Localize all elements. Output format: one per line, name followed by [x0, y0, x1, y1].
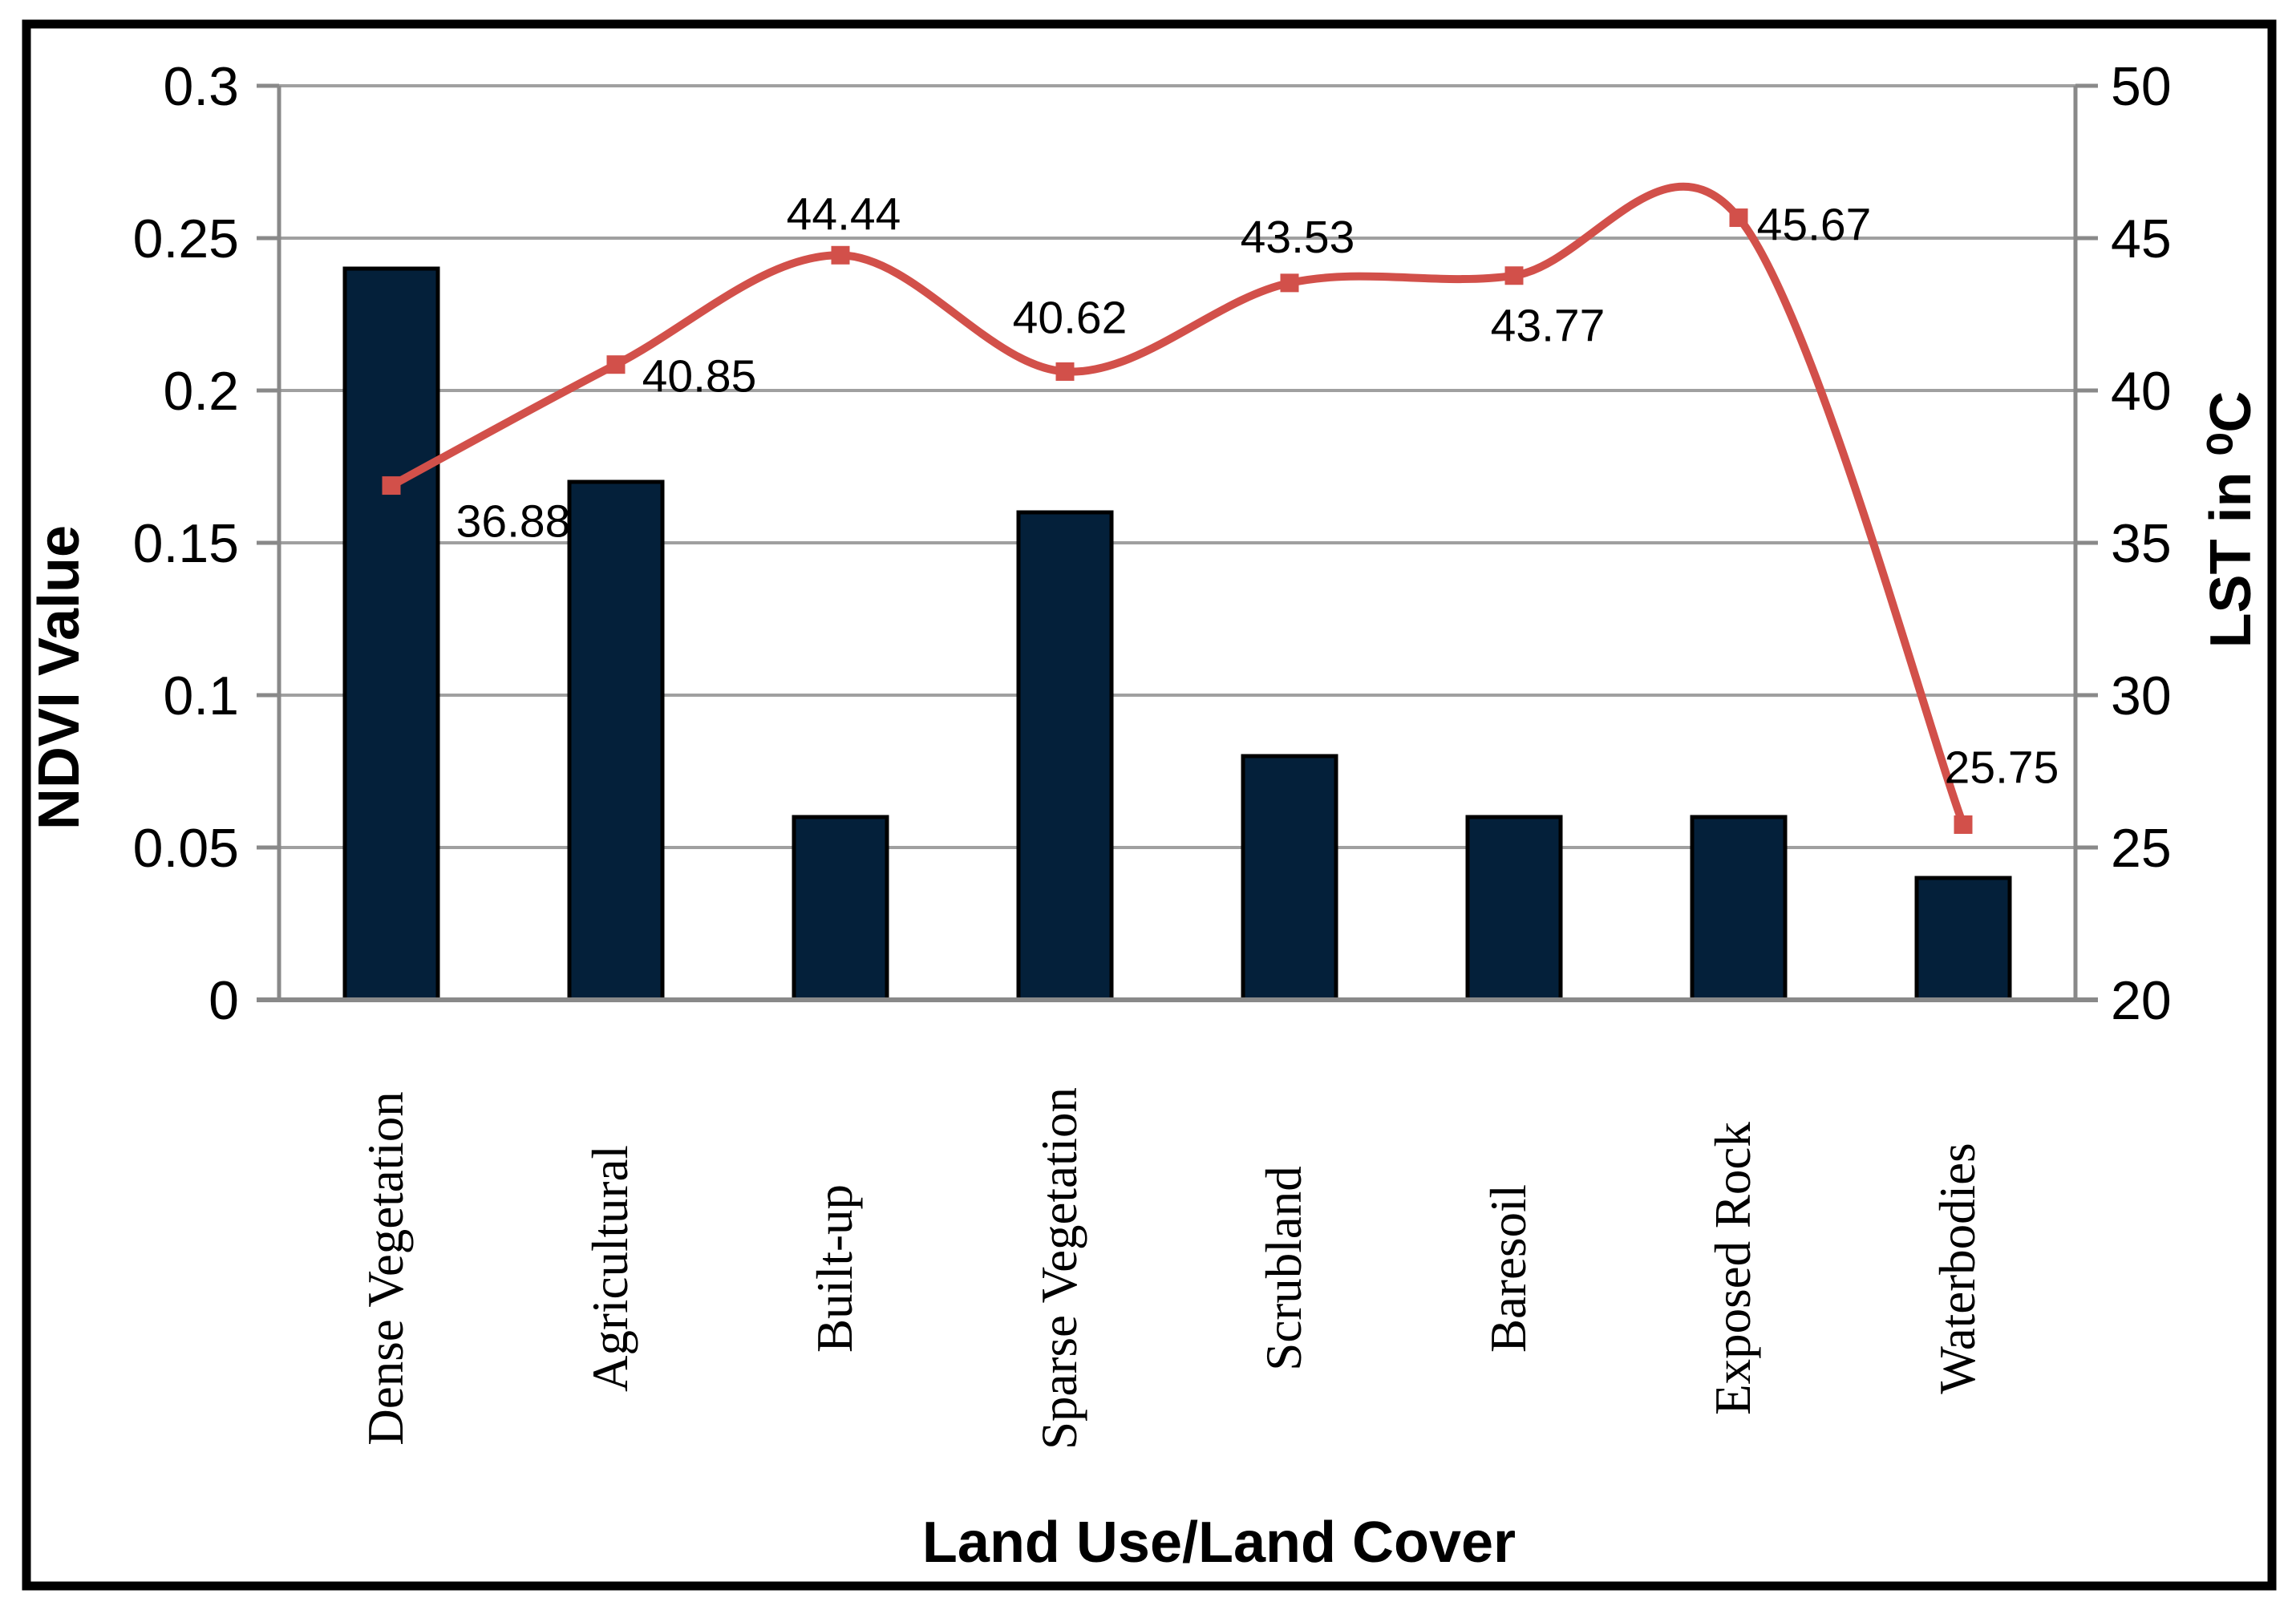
axis-lines — [257, 86, 2098, 1002]
left-axis-title: NDVI Value — [27, 525, 91, 830]
category-labels: Dense Vegetation Agricultural Built-up Spar… — [358, 1087, 1986, 1450]
lst-marker-exposed-rock — [1729, 208, 1748, 228]
bar-waterbodies — [1914, 876, 2012, 1002]
lst-marker-baresoil — [1504, 266, 1524, 285]
left-axis-tick-label: 0.3 — [163, 56, 239, 117]
category-label-scrubland: Scrubland — [1256, 1166, 1312, 1370]
category-label-waterbodies: Waterbodies — [1930, 1143, 1986, 1394]
right-axis-title: LST in ⁰C — [2199, 391, 2263, 649]
right-axis-tick-label: 25 — [2111, 818, 2172, 879]
ndvi-bars — [342, 266, 2012, 1002]
right-axis-tick-label: 40 — [2111, 361, 2172, 422]
left-axis-tick-label: 0 — [209, 970, 239, 1031]
bar-exposed-rock — [1690, 815, 1788, 1002]
category-label-sparse-vegetation: Sparse Vegetation — [1031, 1087, 1087, 1450]
bar-agricultural — [567, 479, 665, 1002]
x-axis-title: Land Use/Land Cover — [922, 1511, 1516, 1575]
lst-value-label-sparse-vegetation: 40.62 — [1013, 292, 1128, 343]
left-axis-tick-label: 0.2 — [163, 361, 239, 422]
lst-marker-agricultural — [606, 355, 626, 374]
category-label-exposed-rock: Exposed Rock — [1705, 1122, 1761, 1415]
lst-marker-built-up — [831, 245, 850, 265]
category-label-baresoil: Baresoil — [1480, 1184, 1537, 1353]
lst-marker-sparse-vegetation — [1055, 362, 1075, 381]
bar-baresoil — [1465, 815, 1563, 1002]
bar-scrubland — [1241, 754, 1338, 1002]
category-label-built-up: Built-up — [807, 1184, 863, 1353]
lst-value-label-scrubland: 43.53 — [1241, 212, 1355, 263]
bar-built-up — [792, 815, 889, 1002]
right-axis-tick-label: 20 — [2111, 970, 2172, 1031]
lst-marker-waterbodies — [1954, 815, 1973, 834]
right-axis-tick-label: 35 — [2111, 513, 2172, 574]
right-axis-tick-label: 30 — [2111, 665, 2172, 726]
right-axis-tick-label: 50 — [2111, 56, 2172, 117]
figure-border — [22, 19, 2277, 1591]
lst-value-label-agricultural: 40.85 — [642, 351, 757, 402]
lst-value-label-built-up: 44.44 — [787, 188, 901, 240]
lst-value-label-baresoil: 43.77 — [1491, 301, 1606, 352]
category-label-agricultural: Agricultural — [582, 1145, 638, 1392]
bar-dense-vegetation — [342, 266, 440, 1002]
left-axis-tick-labels: 0.3 0.25 0.2 0.15 0.1 0.05 0 — [133, 56, 239, 1031]
right-axis-tick-labels: 50 45 40 35 30 25 20 — [2111, 56, 2172, 1031]
lst-value-label-dense-vegetation: 36.88 — [456, 496, 571, 548]
lst-line — [387, 182, 1967, 829]
left-axis-tick-label: 0.15 — [133, 513, 239, 574]
category-label-dense-vegetation: Dense Vegetation — [358, 1091, 414, 1445]
left-axis-tick-label: 0.05 — [133, 818, 239, 879]
right-axis-tick-label: 45 — [2111, 208, 2172, 269]
lst-marker-dense-vegetation — [382, 476, 401, 496]
left-axis-tick-label: 0.1 — [163, 665, 239, 726]
lst-value-label-exposed-rock: 45.67 — [1757, 200, 1872, 251]
bar-sparse-vegetation — [1016, 510, 1114, 1002]
lst-marker-scrubland — [1280, 273, 1299, 293]
lst-data-labels: 36.88 40.85 44.44 40.62 43.53 43.77 45.67 25.75 — [456, 188, 2059, 793]
lst-markers — [382, 208, 1973, 834]
left-axis-tick-label: 0.25 — [133, 208, 239, 269]
lst-value-label-waterbodies: 25.75 — [1945, 742, 2059, 794]
